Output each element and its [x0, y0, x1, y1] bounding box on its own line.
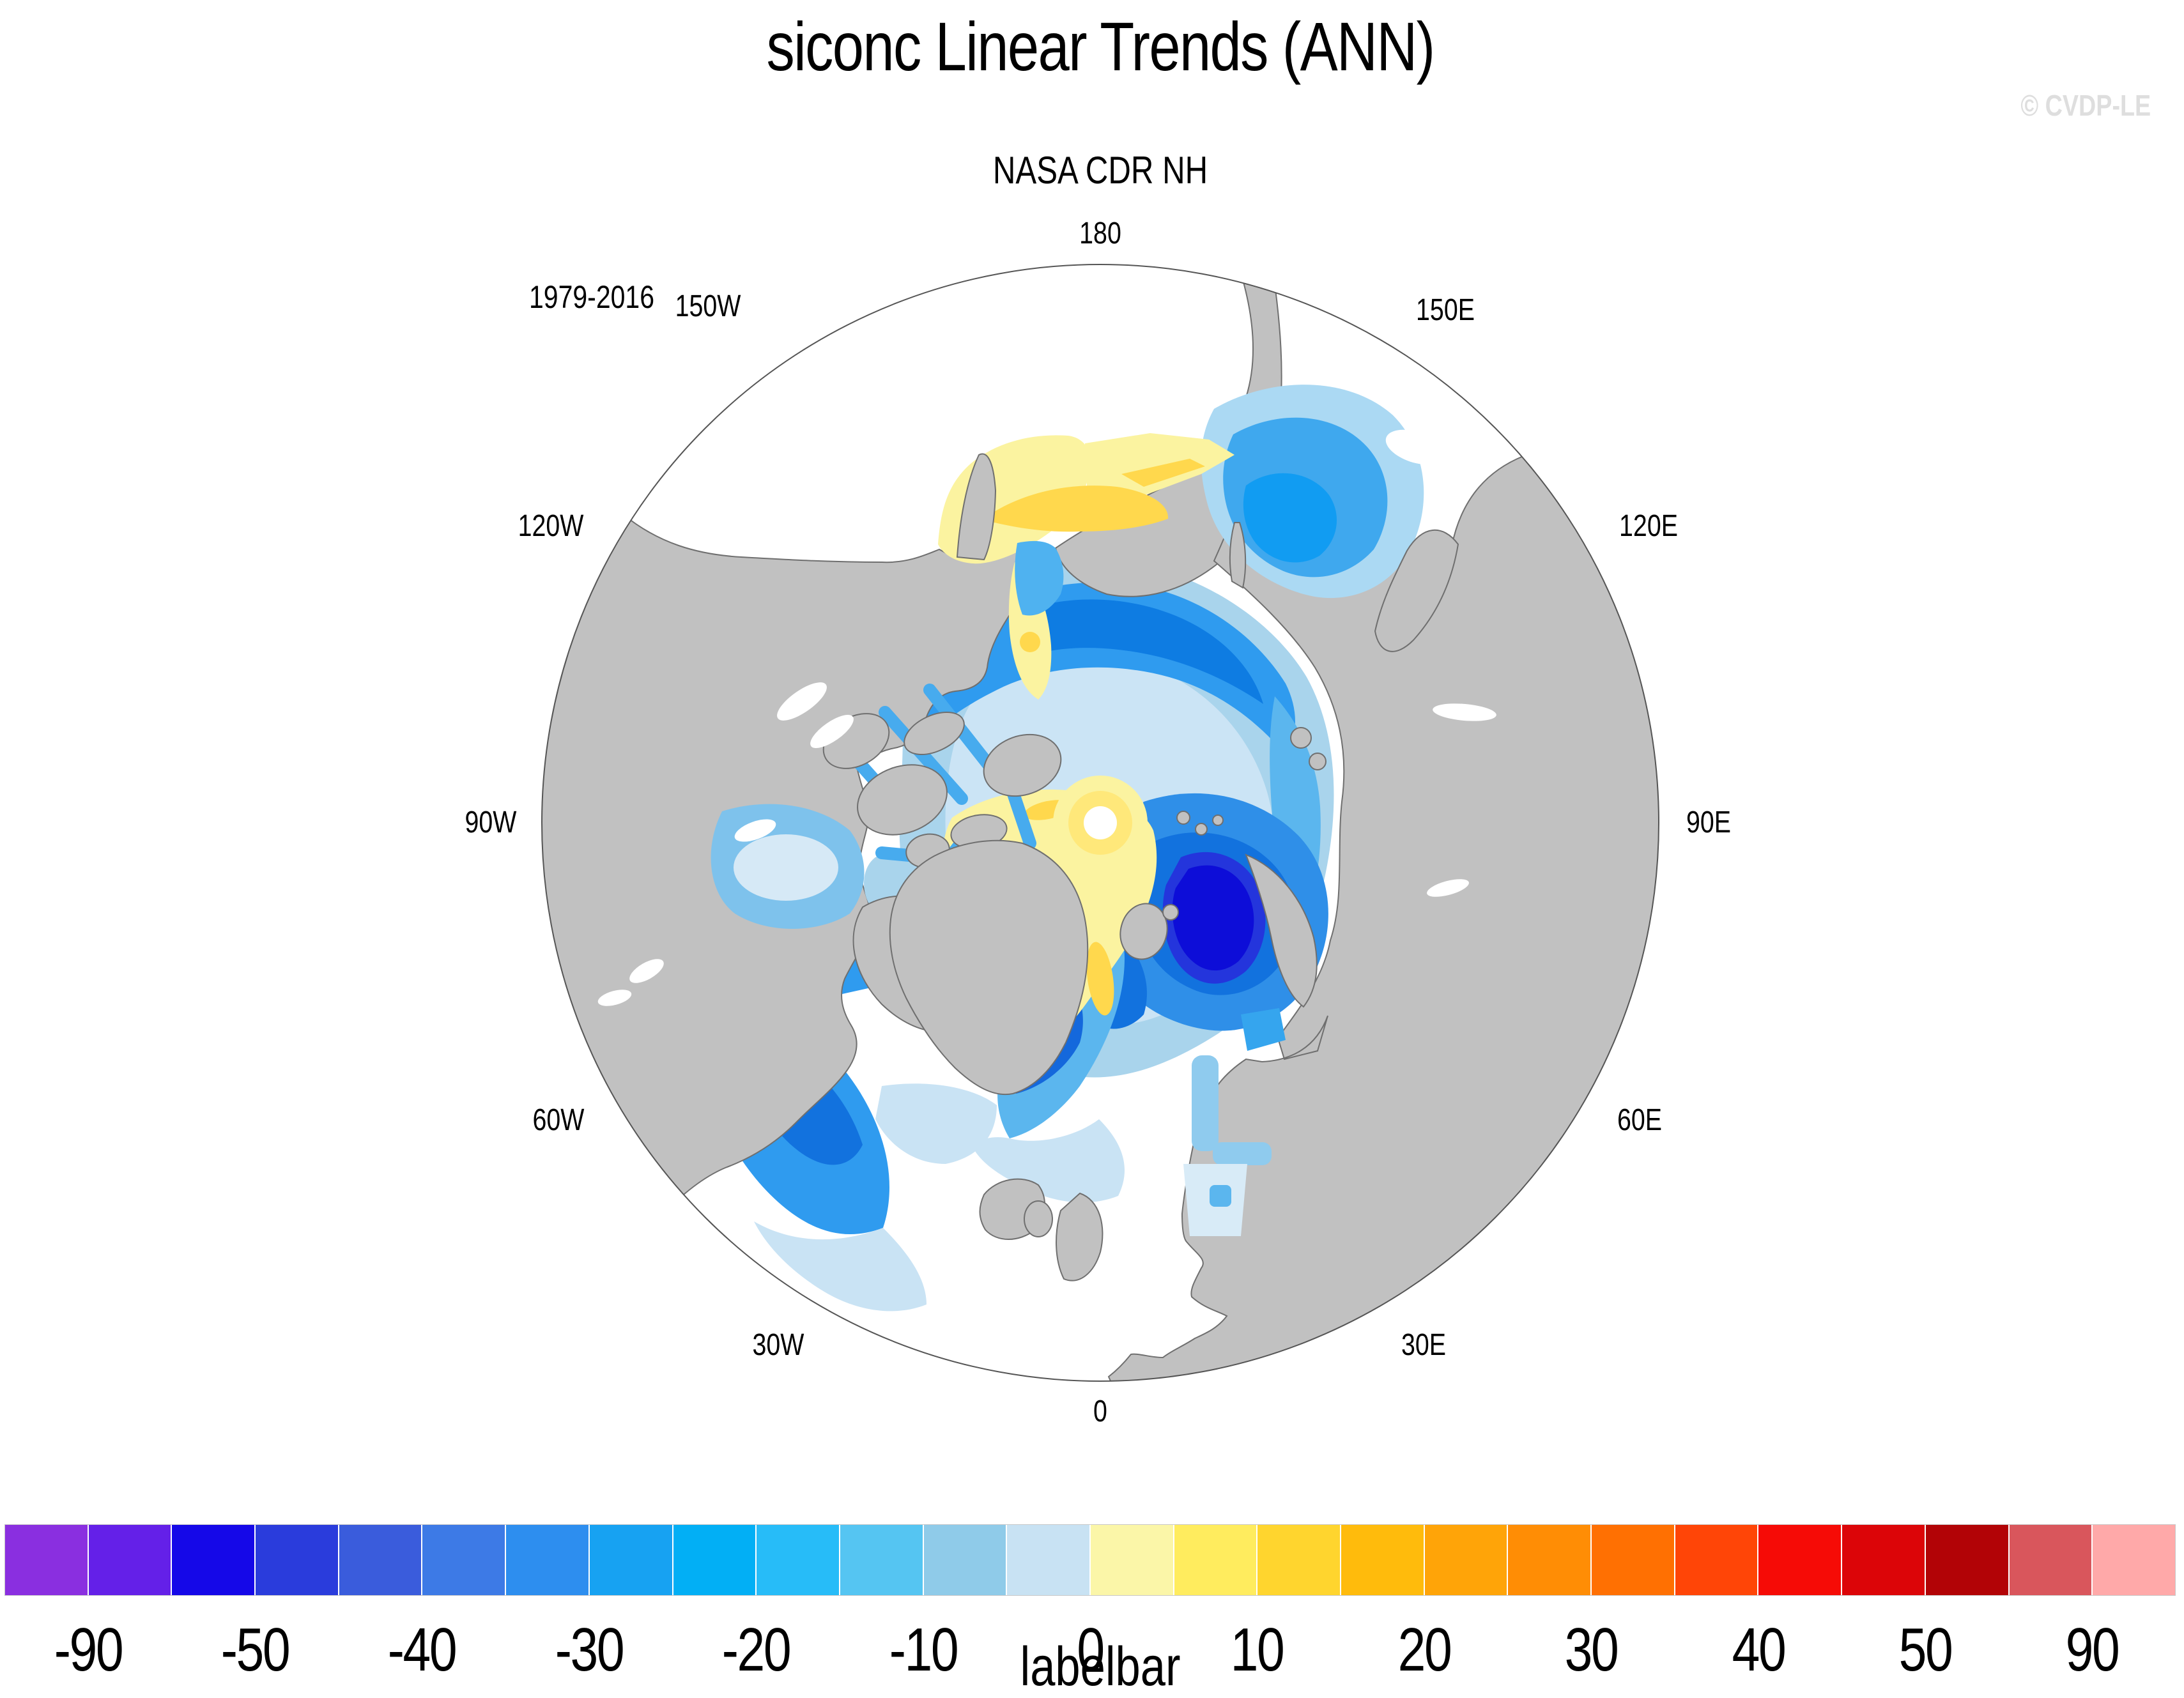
colorbar-tick-text: -50 [220, 1616, 291, 1684]
colorbar-tick-50: 50 [1893, 1615, 1958, 1685]
colorbar-cell-2 [172, 1525, 256, 1595]
colorbar-cell-16 [1341, 1525, 1425, 1595]
colorbar-cell-19 [1592, 1525, 1675, 1595]
colorbar-tick-10: 10 [1225, 1615, 1289, 1685]
colorbar-tick-0: 0 [1074, 1615, 1106, 1685]
pole-hole [1084, 806, 1117, 839]
trend-field-marginal-seas [711, 385, 1459, 1236]
meridian-label-text: 0 [1093, 1395, 1107, 1428]
colorbar-tick-text: 90 [2065, 1616, 2120, 1684]
meridian-label-180: 180 [1075, 216, 1126, 251]
meridian-label-30W: 30W [747, 1327, 810, 1363]
colorbar-cell-18 [1508, 1525, 1592, 1595]
colorbar-tick-text: -10 [889, 1616, 958, 1684]
colorbar-tick-40: 40 [1726, 1615, 1790, 1685]
meridian-label-text: 150E [1416, 293, 1475, 327]
colorbar-cell-25 [2093, 1525, 2175, 1595]
colorbar-cell-5 [422, 1525, 507, 1595]
colorbar [4, 1524, 2176, 1596]
credit-watermark: © CVDP-LE [2020, 89, 2151, 122]
colorbar-cell-6 [506, 1525, 590, 1595]
period-label: 1979-2016 [528, 279, 655, 315]
meridian-label-120W: 120W [511, 509, 590, 544]
land-greenland [889, 839, 1089, 1096]
colorbar-tick-text: 20 [1397, 1616, 1452, 1684]
colorbar-tick--40: -40 [381, 1615, 464, 1685]
islands [889, 727, 1327, 1281]
meridian-label-text: 30E [1401, 1328, 1447, 1362]
colorbar-tick-text: -40 [388, 1616, 458, 1684]
colorbar-cell-20 [1675, 1525, 1759, 1595]
meridian-label-120E: 120E [1613, 509, 1684, 544]
colorbar-tick-90: 90 [2060, 1615, 2125, 1685]
meridian-label-text: 60W [532, 1103, 585, 1137]
map-boundary-circle [541, 264, 1659, 1382]
colorbar-tick-text: 50 [1898, 1616, 1953, 1684]
meridian-label-90W: 90W [459, 805, 523, 840]
land-kamchatka [1374, 529, 1459, 652]
meridian-label-text: 30W [752, 1328, 804, 1362]
colorbar-cell-1 [88, 1525, 173, 1595]
colorbar-cell-21 [1758, 1525, 1843, 1595]
colorbar-tick--20: -20 [714, 1615, 797, 1685]
meridian-label-150E: 150E [1410, 293, 1481, 328]
colorbar-tick-text: 0 [1077, 1616, 1105, 1684]
colorbar-cell-14 [1174, 1525, 1258, 1595]
meridian-label-30E: 30E [1396, 1327, 1450, 1363]
colorbar-tick-text: -20 [722, 1616, 792, 1684]
colorbar-cell-10 [840, 1525, 924, 1595]
meridian-label-text: 90W [465, 806, 517, 839]
dataset-subtitle: NASA CDR NH [992, 149, 1208, 192]
colorbar-tick-30: 30 [1559, 1615, 1624, 1685]
meridian-label-60W: 60W [527, 1103, 590, 1138]
colorbar-title: labelbar [1020, 1636, 1181, 1697]
meridian-label-text: 180 [1079, 217, 1121, 250]
colorbar-tick--10: -10 [882, 1615, 965, 1685]
meridian-label-text: 90E [1686, 806, 1732, 839]
colorbar-cell-23 [1925, 1525, 2010, 1595]
colorbar-cell-0 [5, 1525, 89, 1595]
land-sakhalin [1229, 522, 1247, 589]
meridian-label-90E: 90E [1681, 805, 1735, 840]
meridian-label-text: 60E [1617, 1103, 1663, 1137]
colorbar-cell-4 [339, 1525, 423, 1595]
colorbar-tick--30: -30 [548, 1615, 631, 1685]
colorbar-tick-text: 40 [1732, 1616, 1786, 1684]
colorbar-tick-text: -30 [555, 1616, 625, 1684]
colorbar-cell-22 [1842, 1525, 1926, 1595]
colorbar-cell-17 [1424, 1525, 1509, 1595]
land-svalbard [1119, 903, 1168, 960]
polar-map [542, 264, 1659, 1381]
page-title-text: siconc Linear Trends (ANN) [766, 8, 1435, 85]
colorbar-tick--90: -90 [47, 1615, 130, 1685]
colorbar-cell-13 [1090, 1525, 1174, 1595]
colorbar-cell-8 [673, 1525, 757, 1595]
colorbar-cell-3 [256, 1525, 339, 1595]
land-novaya-zemlya [1245, 853, 1318, 1008]
colorbar-tick-20: 20 [1392, 1615, 1456, 1685]
meridian-label-text: 120E [1619, 509, 1678, 543]
meridian-label-0: 0 [1092, 1394, 1109, 1429]
meridian-label-text: 150W [675, 289, 741, 323]
meridian-label-60E: 60E [1612, 1103, 1666, 1138]
page-title: siconc Linear Trends (ANN) [693, 6, 1507, 86]
colorbar-cell-9 [757, 1525, 840, 1595]
colorbar-tick-text: -90 [54, 1616, 123, 1684]
colorbar-tick-text: 30 [1564, 1616, 1619, 1684]
meridian-label-text: 120W [518, 509, 584, 543]
colorbar-cell-15 [1257, 1525, 1341, 1595]
colorbar-cell-11 [923, 1525, 1008, 1595]
land-great-britain [1056, 1192, 1104, 1281]
colorbar-cell-7 [589, 1525, 673, 1595]
colorbar-cell-12 [1007, 1525, 1091, 1595]
meridian-label-150W: 150W [668, 289, 748, 324]
inland-lakes [597, 682, 1496, 1006]
colorbar-tick-text: 10 [1231, 1616, 1285, 1684]
colorbar-tick--50: -50 [213, 1615, 296, 1685]
colorbar-cell-24 [2009, 1525, 2093, 1595]
land-ireland [1024, 1200, 1053, 1237]
